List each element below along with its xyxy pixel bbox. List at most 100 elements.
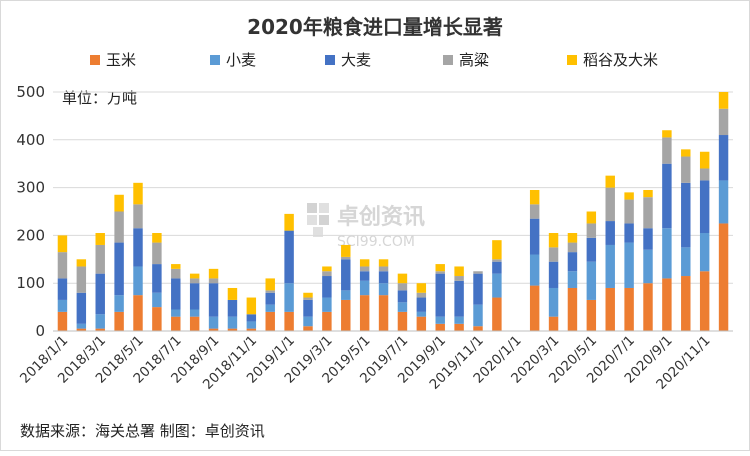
bar-segment-0 xyxy=(397,311,408,331)
bar-segment-1 xyxy=(699,233,710,272)
bar-segment-3 xyxy=(492,259,502,262)
y-tick-label: 500 xyxy=(16,83,45,101)
bar-segment-0 xyxy=(76,328,87,331)
bar-segment-2 xyxy=(624,223,634,243)
bar-segment-2 xyxy=(227,299,238,317)
bar-segment-0 xyxy=(227,328,238,331)
bar-segment-4 xyxy=(681,149,691,157)
y-tick-label: 300 xyxy=(16,179,45,197)
bar-segment-0 xyxy=(586,299,597,331)
bar-segment-4 xyxy=(567,233,578,243)
bar-segment-1 xyxy=(189,309,200,317)
bar-segment-4 xyxy=(435,264,445,272)
bar-segment-3 xyxy=(435,271,445,274)
bar-segment-1 xyxy=(95,314,105,329)
bar-segment-0 xyxy=(133,295,143,331)
bar-segment-2 xyxy=(133,228,143,267)
legend-label-1: 小麦 xyxy=(226,51,256,69)
bar-segment-1 xyxy=(473,304,483,327)
legend-label-0: 玉米 xyxy=(106,51,136,69)
bar-segment-1 xyxy=(718,180,729,224)
bar-segment-2 xyxy=(643,228,653,250)
bar-segment-3 xyxy=(567,242,578,253)
bar-segment-4 xyxy=(341,244,351,257)
bar-segment-1 xyxy=(586,261,597,300)
bar-segment-2 xyxy=(378,271,389,284)
bar-segment-2 xyxy=(152,264,162,293)
bar-segment-0 xyxy=(359,295,370,331)
bar-segment-1 xyxy=(416,311,427,317)
bar-segment-3 xyxy=(114,211,124,243)
watermark-logo-icon xyxy=(307,203,329,237)
bar-segment-3 xyxy=(57,252,68,279)
bar-segment-1 xyxy=(57,299,68,312)
bar-segment-2 xyxy=(548,261,559,288)
bars xyxy=(57,92,729,331)
bar-segment-4 xyxy=(76,259,87,267)
legend-label-4: 稻谷及大米 xyxy=(583,51,658,69)
bar-segment-3 xyxy=(76,266,87,293)
bar-segment-0 xyxy=(95,328,105,331)
bar-segment-2 xyxy=(397,290,408,303)
bar-segment-2 xyxy=(76,292,87,324)
bar-segment-0 xyxy=(265,311,275,331)
bar-segment-2 xyxy=(605,221,615,245)
legend-label-2: 大麦 xyxy=(341,51,371,69)
bar-segment-1 xyxy=(435,316,445,324)
y-tick-label: 0 xyxy=(35,322,45,340)
bar-segment-3 xyxy=(662,137,672,164)
bar-segment-4 xyxy=(454,266,464,277)
bar-segment-4 xyxy=(397,273,408,284)
bar-segment-4 xyxy=(529,189,540,205)
bar-segment-4 xyxy=(416,283,427,293)
bar-segment-2 xyxy=(171,278,181,310)
bar-segment-3 xyxy=(133,204,143,229)
watermark: 卓创资讯 SCI99.COM xyxy=(307,203,425,250)
bar-segment-1 xyxy=(303,316,313,327)
bar-segment-4 xyxy=(171,264,181,269)
bar-segment-2 xyxy=(208,283,219,317)
watermark-brand: 卓创资讯 xyxy=(337,205,425,230)
bar-segment-3 xyxy=(416,292,427,298)
bar-segment-2 xyxy=(303,299,313,317)
bar-segment-1 xyxy=(265,304,275,312)
bar-segment-0 xyxy=(114,311,124,331)
bar-segment-0 xyxy=(57,311,68,331)
bar-segment-0 xyxy=(152,307,162,331)
bar-segment-3 xyxy=(152,242,162,265)
bar-segment-3 xyxy=(586,223,597,238)
bar-segment-4 xyxy=(95,233,105,245)
bar-segment-1 xyxy=(662,228,672,279)
bar-segment-2 xyxy=(435,273,445,317)
bar-segment-2 xyxy=(359,271,370,281)
bar-segment-4 xyxy=(303,292,313,298)
bar-segment-2 xyxy=(681,182,691,248)
bar-segment-1 xyxy=(341,290,351,300)
bar-segment-3 xyxy=(643,197,653,229)
bar-segment-4 xyxy=(114,194,124,212)
bar-segment-0 xyxy=(208,328,219,331)
bar-segment-0 xyxy=(454,323,464,331)
bar-segment-3 xyxy=(529,204,540,219)
bar-segment-3 xyxy=(699,168,710,181)
legend-label-3: 高粱 xyxy=(459,51,489,69)
bar-segment-1 xyxy=(454,316,464,324)
watermark-site: SCI99.COM xyxy=(337,234,415,250)
bar-segment-3 xyxy=(359,266,370,272)
bar-segment-3 xyxy=(171,268,181,279)
unit-label: 单位：万吨 xyxy=(62,89,137,107)
bar-segment-3 xyxy=(265,290,275,293)
legend-swatch-0 xyxy=(90,55,100,65)
bar-segment-0 xyxy=(435,323,445,331)
bar-segment-4 xyxy=(643,189,653,198)
bar-segment-1 xyxy=(227,316,238,329)
bar-segment-2 xyxy=(246,314,257,322)
bar-segment-0 xyxy=(246,328,257,331)
bar-segment-2 xyxy=(265,292,275,305)
bar-segment-1 xyxy=(246,321,257,329)
legend-swatch-4 xyxy=(567,55,577,65)
bar-segment-4 xyxy=(227,287,238,300)
bar-segment-0 xyxy=(322,311,332,331)
bar-segment-1 xyxy=(76,323,87,329)
